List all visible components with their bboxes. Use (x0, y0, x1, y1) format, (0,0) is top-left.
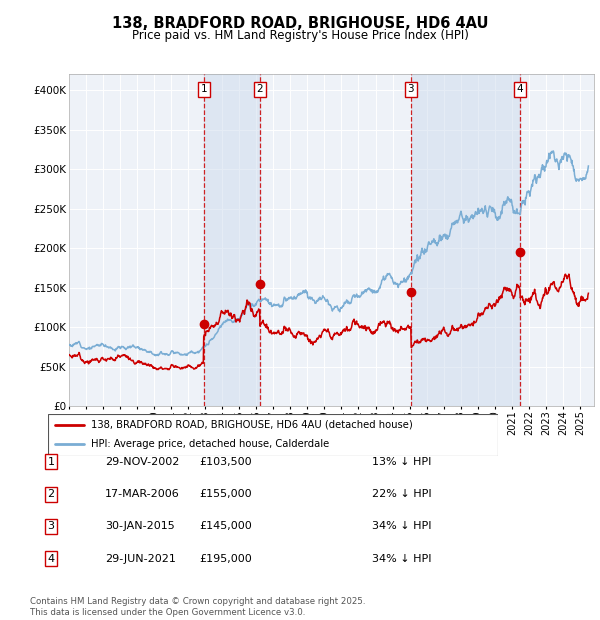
Text: 34% ↓ HPI: 34% ↓ HPI (372, 521, 431, 531)
Text: 3: 3 (407, 84, 414, 94)
Text: HPI: Average price, detached house, Calderdale: HPI: Average price, detached house, Cald… (91, 440, 329, 450)
Text: 138, BRADFORD ROAD, BRIGHOUSE, HD6 4AU (detached house): 138, BRADFORD ROAD, BRIGHOUSE, HD6 4AU (… (91, 420, 413, 430)
Text: 30-JAN-2015: 30-JAN-2015 (105, 521, 175, 531)
Text: £195,000: £195,000 (199, 554, 252, 564)
Bar (411, 74, 520, 406)
Text: 4: 4 (517, 84, 523, 94)
Bar (203, 74, 260, 406)
Text: 29-JUN-2021: 29-JUN-2021 (105, 554, 176, 564)
Text: 3: 3 (47, 521, 55, 531)
Text: £155,000: £155,000 (199, 489, 252, 499)
Text: 1: 1 (200, 84, 207, 94)
Text: 22% ↓ HPI: 22% ↓ HPI (372, 489, 431, 499)
Text: 17-MAR-2006: 17-MAR-2006 (105, 489, 180, 499)
Text: 13% ↓ HPI: 13% ↓ HPI (372, 457, 431, 467)
Text: Price paid vs. HM Land Registry's House Price Index (HPI): Price paid vs. HM Land Registry's House … (131, 29, 469, 42)
Text: 4: 4 (47, 554, 55, 564)
Text: 1: 1 (47, 457, 55, 467)
Text: 138, BRADFORD ROAD, BRIGHOUSE, HD6 4AU: 138, BRADFORD ROAD, BRIGHOUSE, HD6 4AU (112, 16, 488, 30)
Text: 34% ↓ HPI: 34% ↓ HPI (372, 554, 431, 564)
Text: Contains HM Land Registry data © Crown copyright and database right 2025.
This d: Contains HM Land Registry data © Crown c… (30, 598, 365, 617)
Text: 29-NOV-2002: 29-NOV-2002 (105, 457, 179, 467)
Text: £103,500: £103,500 (199, 457, 252, 467)
Text: £145,000: £145,000 (199, 521, 252, 531)
Text: 2: 2 (47, 489, 55, 499)
Text: 2: 2 (257, 84, 263, 94)
